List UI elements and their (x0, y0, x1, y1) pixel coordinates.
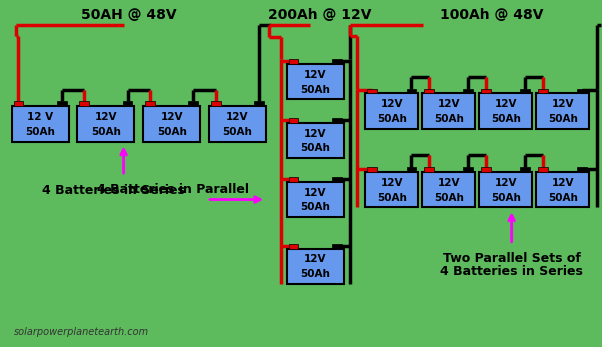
FancyBboxPatch shape (287, 123, 344, 158)
Text: 12V: 12V (304, 188, 326, 198)
FancyBboxPatch shape (406, 167, 417, 172)
FancyBboxPatch shape (464, 88, 473, 93)
Text: 50Ah: 50Ah (157, 127, 187, 137)
Text: 50Ah: 50Ah (300, 269, 330, 279)
Text: 50Ah: 50Ah (548, 193, 578, 203)
Text: 50Ah: 50Ah (300, 202, 330, 212)
FancyBboxPatch shape (577, 88, 588, 93)
Text: 200Ah @ 12V: 200Ah @ 12V (268, 8, 372, 22)
Text: 50Ah: 50Ah (223, 127, 252, 137)
FancyBboxPatch shape (577, 167, 588, 172)
FancyBboxPatch shape (481, 88, 491, 93)
Text: 50Ah: 50Ah (377, 114, 407, 124)
Text: 50Ah: 50Ah (25, 127, 55, 137)
FancyBboxPatch shape (479, 93, 532, 129)
Text: 12V: 12V (380, 178, 403, 188)
FancyBboxPatch shape (209, 106, 266, 142)
FancyBboxPatch shape (11, 106, 69, 142)
FancyBboxPatch shape (123, 101, 132, 106)
FancyBboxPatch shape (79, 101, 89, 106)
FancyBboxPatch shape (424, 167, 434, 172)
FancyBboxPatch shape (288, 59, 299, 64)
Text: Two Parallel Sets of: Two Parallel Sets of (442, 252, 580, 265)
FancyBboxPatch shape (521, 88, 530, 93)
FancyBboxPatch shape (288, 118, 299, 123)
FancyBboxPatch shape (365, 172, 418, 208)
Text: 12V: 12V (226, 112, 249, 122)
FancyBboxPatch shape (332, 177, 342, 182)
FancyBboxPatch shape (287, 64, 344, 99)
FancyBboxPatch shape (287, 249, 344, 284)
FancyBboxPatch shape (332, 118, 342, 123)
Text: 12V: 12V (494, 99, 517, 109)
FancyBboxPatch shape (479, 172, 532, 208)
FancyBboxPatch shape (288, 244, 299, 249)
Text: 12V: 12V (304, 70, 326, 80)
Text: 12V: 12V (438, 99, 460, 109)
FancyBboxPatch shape (422, 172, 475, 208)
FancyBboxPatch shape (464, 167, 473, 172)
FancyBboxPatch shape (538, 167, 548, 172)
FancyBboxPatch shape (332, 59, 342, 64)
FancyBboxPatch shape (367, 167, 377, 172)
FancyBboxPatch shape (365, 93, 418, 129)
FancyBboxPatch shape (536, 172, 589, 208)
FancyBboxPatch shape (145, 101, 155, 106)
FancyBboxPatch shape (538, 88, 548, 93)
Text: 100Ah @ 48V: 100Ah @ 48V (440, 8, 544, 22)
FancyBboxPatch shape (332, 244, 342, 249)
Text: 50Ah: 50Ah (434, 193, 464, 203)
FancyBboxPatch shape (287, 182, 344, 217)
Text: 50Ah: 50Ah (491, 114, 521, 124)
FancyBboxPatch shape (78, 106, 134, 142)
FancyBboxPatch shape (536, 93, 589, 129)
FancyBboxPatch shape (521, 167, 530, 172)
Text: 12V: 12V (95, 112, 117, 122)
Text: 50Ah: 50Ah (491, 193, 521, 203)
Text: 50Ah: 50Ah (434, 114, 464, 124)
FancyBboxPatch shape (481, 167, 491, 172)
Text: 4 Batteries in Parallel: 4 Batteries in Parallel (97, 183, 249, 196)
Text: 50Ah: 50Ah (300, 143, 330, 153)
Text: 12V: 12V (551, 99, 574, 109)
Text: 50Ah: 50Ah (548, 114, 578, 124)
Text: 12 V: 12 V (27, 112, 53, 122)
Text: 12V: 12V (494, 178, 517, 188)
Text: 12V: 12V (161, 112, 183, 122)
Text: 12V: 12V (304, 254, 326, 264)
FancyBboxPatch shape (14, 101, 23, 106)
Text: 50AH @ 48V: 50AH @ 48V (81, 8, 176, 22)
FancyBboxPatch shape (422, 93, 475, 129)
FancyBboxPatch shape (254, 101, 264, 106)
Text: 12V: 12V (551, 178, 574, 188)
FancyBboxPatch shape (406, 88, 417, 93)
FancyBboxPatch shape (57, 101, 67, 106)
Text: 50Ah: 50Ah (377, 193, 407, 203)
Text: 50Ah: 50Ah (91, 127, 121, 137)
Text: 50Ah: 50Ah (300, 85, 330, 94)
Text: 4 Batteries in Series: 4 Batteries in Series (440, 265, 583, 278)
FancyBboxPatch shape (188, 101, 198, 106)
Text: 12V: 12V (438, 178, 460, 188)
FancyBboxPatch shape (288, 177, 299, 182)
Text: 12V: 12V (304, 129, 326, 139)
Text: 4 Batteries in Series: 4 Batteries in Series (42, 184, 185, 197)
FancyBboxPatch shape (211, 101, 221, 106)
FancyBboxPatch shape (424, 88, 434, 93)
FancyBboxPatch shape (367, 88, 377, 93)
Text: 12V: 12V (380, 99, 403, 109)
FancyBboxPatch shape (143, 106, 200, 142)
Text: solarpowerplanetearth.com: solarpowerplanetearth.com (14, 327, 149, 337)
